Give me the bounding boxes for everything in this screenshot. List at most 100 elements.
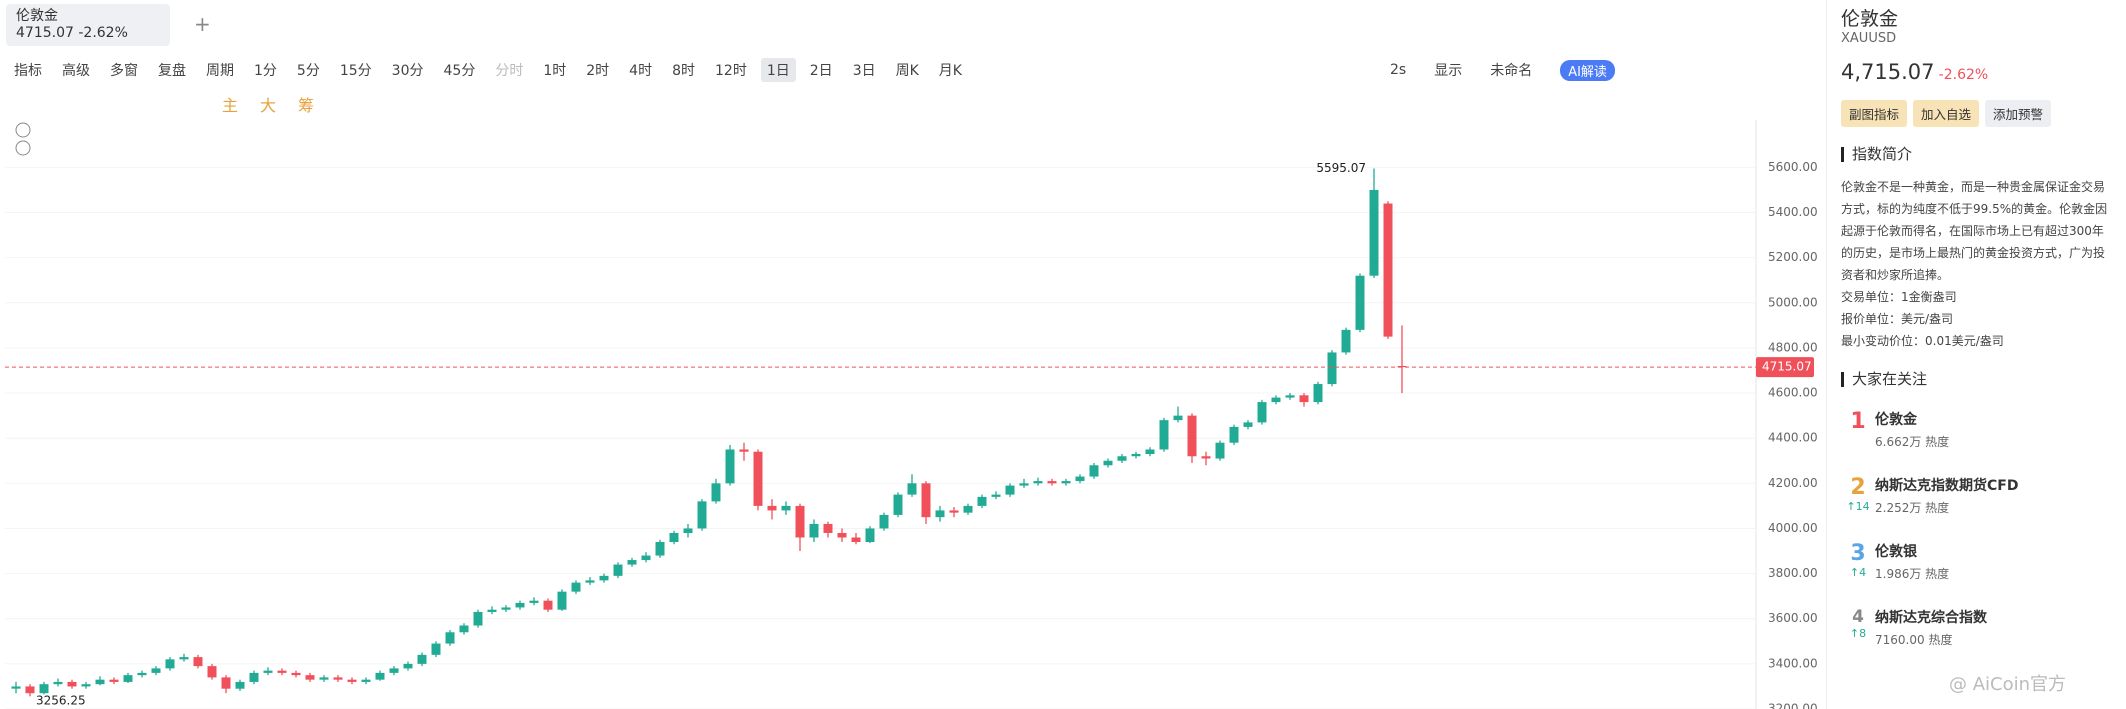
toolbar-right: 2s 显示 未命名 AI解读	[1390, 58, 1615, 82]
indicator[interactable]: 大	[260, 96, 277, 115]
candle-body	[823, 523, 833, 533]
candle-body	[655, 542, 665, 556]
period[interactable]: 1日	[760, 58, 796, 82]
candle-body	[907, 483, 917, 495]
watch-item[interactable]: 4 ↑8 纳斯达克综合指数 7160.00 热度	[1841, 607, 2112, 651]
watch-item[interactable]: 3 ↑4 伦敦银 1.986万 热度	[1841, 541, 2112, 585]
button[interactable]: 副图指标	[1841, 100, 1908, 127]
period[interactable]: 12时	[715, 63, 747, 79]
candle-body	[641, 555, 651, 561]
rank-change: ↑4	[1849, 566, 1867, 579]
candle-body	[81, 684, 91, 687]
button[interactable]: 加入自选	[1913, 100, 1980, 127]
y-tick-label: 3400.00	[1768, 656, 1818, 670]
period[interactable]: 1时	[543, 63, 567, 79]
tool[interactable]: 高级	[62, 63, 90, 79]
y-tick-label: 3800.00	[1768, 566, 1818, 580]
candle-body	[1327, 352, 1337, 385]
period[interactable]: 45分	[443, 63, 476, 79]
symbol-tab[interactable]: 伦敦金 4715.07 -2.62%	[6, 4, 170, 46]
y-tick-label: 3200.00	[1768, 702, 1818, 709]
candle-body	[53, 681, 63, 685]
candle-body	[235, 681, 245, 689]
sidebar: 伦敦金 XAUUSD 4,715.07 -2.62% 副图指标 加入自选 添加预警 …	[1826, 0, 2126, 709]
period[interactable]: 8时	[672, 63, 696, 79]
indicator[interactable]: 主	[222, 96, 239, 115]
indicator-bar: 主 大 筹	[222, 92, 314, 116]
period[interactable]: 2日	[809, 63, 833, 79]
low-label: 3256.25	[36, 694, 86, 708]
candle-body	[109, 679, 119, 682]
button[interactable]: 添加预警	[1985, 100, 2052, 127]
section-title: 大家在关注	[1841, 372, 2112, 387]
candle-body	[1243, 422, 1253, 427]
rank: 2	[1850, 475, 1866, 500]
expand-icon[interactable]	[15, 122, 31, 138]
ai-button[interactable]: AI解读	[1560, 59, 1615, 81]
candle-body	[1257, 402, 1267, 423]
period[interactable]: 分时	[495, 63, 524, 79]
side-price: 4,715.07	[1841, 60, 1935, 84]
watch-item[interactable]: 2 ↑14 纳斯达克指数期货CFD 2.252万 热度	[1841, 475, 2112, 519]
candle-body	[837, 532, 847, 538]
y-tick-label: 4200.00	[1768, 476, 1818, 490]
rank-change: ↑8	[1849, 627, 1867, 640]
tool[interactable]: 未命名	[1490, 63, 1533, 79]
candle-body	[165, 659, 175, 669]
candle-body	[137, 672, 147, 676]
candle-body	[529, 600, 539, 603]
watch-item[interactable]: 1 伦敦金 6.662万 热度	[1841, 409, 2112, 453]
period[interactable]: 3日	[852, 63, 876, 79]
tool[interactable]: 多窗	[110, 63, 138, 79]
expand-icon[interactable]	[15, 140, 31, 156]
candle-body	[683, 528, 693, 533]
candle-body	[697, 501, 707, 529]
candle-body	[1103, 460, 1113, 466]
candle-body	[459, 625, 469, 633]
indicator[interactable]: 筹	[298, 96, 315, 115]
side-name: 伦敦金	[1841, 8, 1899, 30]
candle-body	[1397, 365, 1407, 368]
heat: 7160.00 热度	[1875, 633, 1953, 647]
tool[interactable]: 复盘	[158, 63, 186, 79]
candle-body	[1187, 415, 1197, 457]
candle-body	[1215, 442, 1225, 459]
candle-body	[179, 657, 189, 660]
candle-body	[725, 449, 735, 484]
period[interactable]: 4时	[629, 63, 653, 79]
candle-body	[613, 564, 623, 576]
candle-body	[1145, 449, 1155, 454]
rank: 4	[1852, 607, 1864, 627]
candle-body	[277, 670, 287, 673]
candle-body	[417, 654, 427, 664]
add-tab[interactable]: +	[194, 12, 211, 36]
candle-body	[1369, 189, 1379, 276]
fact: 交易单位：1金衡盎司	[1841, 290, 1957, 304]
rank: 1	[1850, 409, 1866, 434]
period[interactable]: 30分	[391, 63, 424, 79]
candle-body	[375, 672, 385, 680]
tool[interactable]: 显示	[1434, 63, 1463, 79]
candle-body	[249, 672, 259, 682]
period[interactable]: 5分	[296, 63, 320, 79]
period[interactable]: 1分	[254, 63, 277, 79]
period[interactable]: 15分	[339, 63, 372, 79]
candle-body	[193, 657, 203, 667]
candle-body	[585, 580, 595, 583]
candle-body	[1117, 456, 1127, 461]
candle-body	[487, 609, 497, 612]
candle-body	[1033, 481, 1043, 484]
candle-body	[1005, 485, 1015, 495]
candle-body	[1341, 329, 1351, 353]
heat: 6.662万 热度	[1875, 435, 1950, 449]
watch-name: 伦敦金	[1875, 412, 1917, 428]
period[interactable]: 月K	[938, 63, 962, 79]
candle-body	[893, 494, 903, 515]
period[interactable]: 周K	[895, 63, 919, 79]
tool[interactable]: 指标	[14, 63, 42, 79]
tool[interactable]: 周期	[206, 63, 234, 79]
tool[interactable]: 2s	[1390, 62, 1407, 78]
period[interactable]: 2时	[586, 63, 610, 79]
y-tick-label: 5200.00	[1768, 250, 1818, 264]
watch-name: 伦敦银	[1875, 544, 1917, 560]
